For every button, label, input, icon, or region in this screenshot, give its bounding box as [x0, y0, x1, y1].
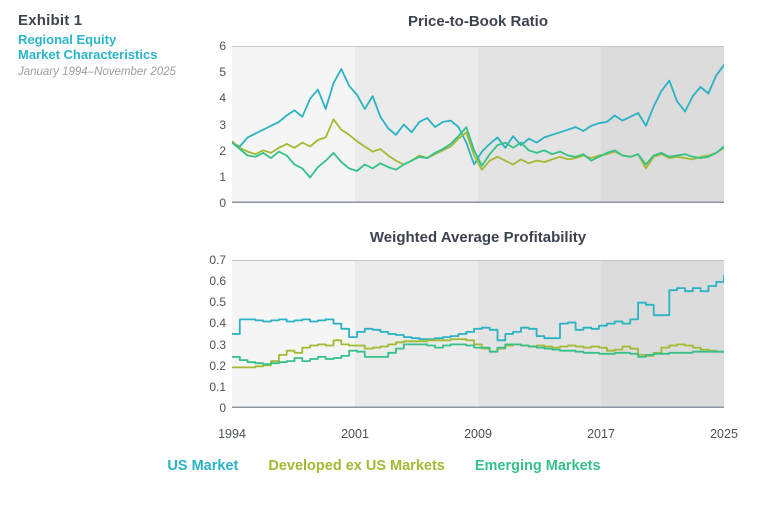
bottom-chart-plot-area	[231, 260, 725, 413]
y-tick-label: 6	[219, 39, 226, 53]
legend-item-us-market: US Market	[167, 458, 239, 474]
y-tick-label: 0.6	[209, 274, 226, 289]
y-tick-label: 0	[219, 196, 226, 210]
exhibit-header: Exhibit 1 Regional Equity Market Charact…	[18, 12, 178, 80]
y-tick-label: 0.7	[209, 253, 226, 267]
y-tick-label: 0.1	[209, 379, 226, 394]
shared-x-axis: 1994 2001 2009 2017 2025	[218, 427, 738, 443]
bottom-chart-title: Weighted Average Profitability	[369, 229, 587, 246]
y-tick-label: 0.2	[209, 358, 226, 373]
legend-item-developed-ex-us: Developed ex US Markets	[268, 458, 445, 474]
top-chart-y-axis: 6 5 4 3 2 1 0	[188, 39, 226, 210]
y-tick-label: 4	[219, 91, 226, 106]
y-tick-label: 0.4	[209, 316, 226, 331]
top-chart-plot-area	[231, 46, 725, 208]
x-tick-label: 2025	[710, 427, 738, 441]
y-tick-label: 0	[219, 401, 226, 415]
x-tick-label: 2001	[341, 427, 369, 441]
top-chart-title: Price-to-Book Ratio	[407, 13, 548, 30]
report-title-line1: Regional Equity	[18, 32, 117, 47]
x-tick-label: 2017	[587, 427, 615, 441]
y-tick-label: 0.5	[209, 295, 226, 310]
report-title-line2: Market Characteristics	[18, 46, 158, 62]
y-tick-label: 1	[219, 169, 226, 184]
bottom-chart-y-axis: 0.7 0.6 0.5 0.4 0.3 0.2 0.1 0	[188, 253, 226, 415]
y-tick-label: 3	[219, 117, 226, 132]
exhibit-label: Exhibit 1	[18, 12, 83, 29]
x-tick-label: 2009	[464, 427, 492, 441]
legend-item-emerging-markets: Emerging Markets	[474, 458, 601, 474]
date-range-subtitle: January 1994–November 2025	[18, 65, 176, 78]
report-title: Regional Equity Market Characteristics	[18, 32, 178, 63]
chart-legend: US Market Developed ex US Markets Emergi…	[0, 458, 768, 474]
x-tick-label: 1994	[218, 427, 246, 441]
y-tick-label: 0.3	[209, 337, 226, 352]
y-tick-label: 5	[219, 65, 226, 80]
y-tick-label: 2	[219, 143, 226, 158]
